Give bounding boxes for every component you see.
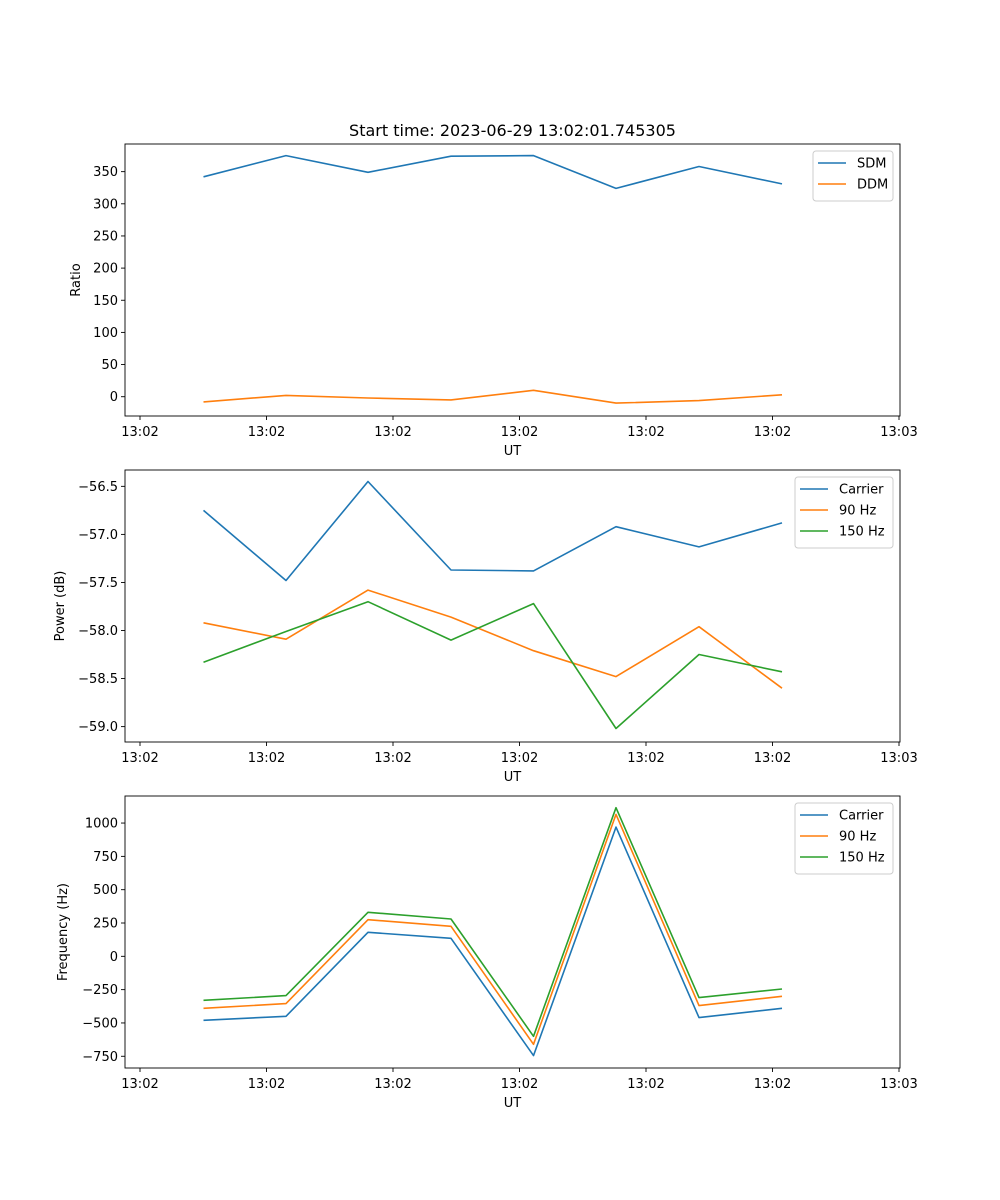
legend: SDM DDM bbox=[812, 150, 894, 202]
legend-label: 150 Hz bbox=[839, 851, 885, 866]
x-tick-label: 13:02 bbox=[501, 751, 538, 766]
series-line-150-hz bbox=[203, 600, 783, 730]
figure-title: Start time: 2023-06-29 13:02:01.745305 bbox=[349, 121, 676, 140]
y-tick-label: −250 bbox=[82, 983, 118, 998]
y-tick-label: −57.5 bbox=[78, 576, 118, 591]
y-tick-label: 100 bbox=[93, 326, 118, 341]
legend-label: Carrier bbox=[839, 483, 884, 498]
plots-group: 13:02 13:02 13:02 13:02 13:02 13:02 13:03 0 50 10… bbox=[53, 143, 918, 1111]
x-tick-label: 13:02 bbox=[501, 1077, 538, 1092]
x-tick-label: 13:03 bbox=[880, 751, 917, 766]
x-tick-label: 13:02 bbox=[754, 1077, 791, 1092]
subplot-3: 13:02 13:02 13:02 13:02 13:02 13:02 13:03 −750 −… bbox=[56, 795, 918, 1111]
x-tick-label: 13:03 bbox=[880, 425, 917, 440]
subplot-2: 13:02 13:02 13:02 13:02 13:02 13:02 13:03 −59.0… bbox=[53, 469, 918, 785]
x-tick-label: 13:02 bbox=[374, 751, 411, 766]
y-tick-label: −57.0 bbox=[78, 528, 118, 543]
series-line-ddm bbox=[203, 389, 783, 404]
x-tick-label: 13:02 bbox=[248, 751, 285, 766]
legend-label: 150 Hz bbox=[839, 525, 885, 540]
x-tick-label: 13:02 bbox=[374, 1077, 411, 1092]
legend-label: Carrier bbox=[839, 809, 884, 824]
y-tick-label: −500 bbox=[82, 1016, 118, 1031]
legend-label: SDM bbox=[857, 157, 886, 172]
x-tick-label: 13:02 bbox=[121, 751, 158, 766]
x-axis-label: UT bbox=[504, 1096, 522, 1111]
y-tick-label: −58.5 bbox=[78, 672, 118, 687]
series-line-150-hz bbox=[203, 806, 783, 1038]
x-tick-label: 13:02 bbox=[754, 425, 791, 440]
y-tick-label: 350 bbox=[93, 165, 118, 180]
y-tick-label: 200 bbox=[93, 262, 118, 277]
y-tick-label: 250 bbox=[93, 917, 118, 932]
legend-label: 90 Hz bbox=[839, 504, 876, 519]
x-tick-label: 13:02 bbox=[121, 1077, 158, 1092]
x-tick-label: 13:02 bbox=[627, 1077, 664, 1092]
subplot-1: 13:02 13:02 13:02 13:02 13:02 13:02 13:03 0 50 10… bbox=[69, 143, 918, 459]
y-tick-label: −750 bbox=[82, 1050, 118, 1065]
y-tick-label: 750 bbox=[93, 850, 118, 865]
series-line-carrier bbox=[203, 826, 783, 1057]
y-tick-label: 1000 bbox=[85, 817, 118, 832]
y-tick-label: 300 bbox=[93, 197, 118, 212]
y-tick-label: 0 bbox=[110, 950, 118, 965]
axes-frame bbox=[124, 143, 901, 417]
x-tick-label: 13:02 bbox=[627, 425, 664, 440]
y-tick-label: −56.5 bbox=[78, 480, 118, 495]
legend-label: DDM bbox=[857, 178, 888, 193]
series-line-sdm bbox=[203, 154, 783, 190]
y-tick-label: 0 bbox=[110, 390, 118, 405]
legend: Carrier 90 Hz 150 Hz bbox=[794, 802, 894, 875]
x-tick-label: 13:02 bbox=[754, 751, 791, 766]
y-tick-label: −59.0 bbox=[78, 720, 118, 735]
x-tick-label: 13:02 bbox=[121, 425, 158, 440]
y-tick-label: 250 bbox=[93, 229, 118, 244]
x-tick-label: 13:03 bbox=[880, 1077, 917, 1092]
axes-frame bbox=[124, 469, 901, 743]
y-tick-label: 50 bbox=[101, 358, 118, 373]
y-axis-label: Frequency (Hz) bbox=[56, 883, 71, 981]
legend: Carrier 90 Hz 150 Hz bbox=[794, 476, 894, 549]
x-tick-label: 13:02 bbox=[374, 425, 411, 440]
x-axis-label: UT bbox=[504, 444, 522, 459]
series-line-90-hz bbox=[203, 813, 783, 1046]
x-tick-label: 13:02 bbox=[501, 425, 538, 440]
axes-frame bbox=[124, 795, 901, 1069]
x-tick-label: 13:02 bbox=[248, 1077, 285, 1092]
x-tick-label: 13:02 bbox=[248, 425, 285, 440]
y-tick-label: 500 bbox=[93, 883, 118, 898]
x-axis-label: UT bbox=[504, 770, 522, 785]
series-line-carrier bbox=[202, 480, 783, 582]
series-line-90-hz bbox=[203, 589, 783, 689]
x-tick-label: 13:02 bbox=[627, 751, 664, 766]
y-axis-label: Power (dB) bbox=[53, 571, 68, 642]
y-tick-label: 150 bbox=[93, 294, 118, 309]
y-axis-label: Ratio bbox=[69, 263, 84, 296]
legend-label: 90 Hz bbox=[839, 830, 876, 845]
y-tick-label: −58.0 bbox=[78, 624, 118, 639]
